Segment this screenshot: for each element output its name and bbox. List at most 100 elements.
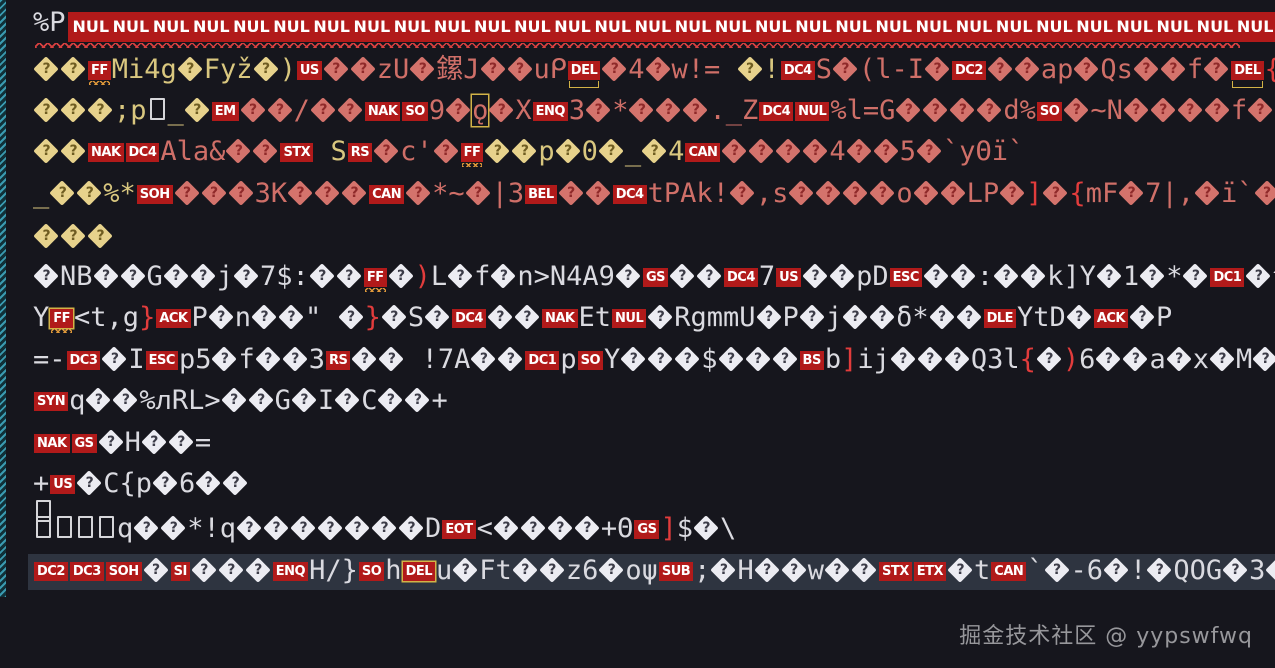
replacement-char-icon: ?: [1253, 179, 1275, 207]
replacement-char-icon: ?: [432, 137, 459, 165]
replacement-char-icon: ?: [33, 262, 59, 290]
replacement-char-icon: ?: [208, 303, 234, 331]
text-run: +: [431, 385, 448, 416]
replacement-char-icon: ?: [337, 96, 363, 124]
text-run: {: [1265, 54, 1275, 85]
text-run: b: [824, 344, 842, 375]
replacement-char-icon: ?: [245, 556, 271, 584]
replacement-char-icon: ?: [252, 55, 279, 83]
replacement-char-icon: ?: [381, 303, 407, 331]
text-run: <: [476, 513, 493, 544]
nul-bytes-bar: NUL NUL NUL NUL NUL NUL NUL NUL NUL NUL …: [67, 12, 1275, 42]
replacement-char-icon: ?: [152, 469, 178, 497]
text-run: D: [425, 513, 442, 544]
replacement-char-icon: ?: [1096, 262, 1122, 290]
text-run: S: [314, 136, 347, 167]
text-run: Ala&: [160, 136, 226, 167]
editor-line: _?? %* SOH??? 3K??? CAN? *~? |3 BEL?? DC4 tPAk!?,…: [33, 177, 1275, 213]
text-run: `: [1027, 555, 1044, 586]
replacement-char-icon: ?: [1066, 303, 1092, 331]
replacement-char-icon: ?: [373, 137, 399, 165]
control-char-badge: GS: [71, 434, 97, 453]
text-run: RgmmU: [674, 302, 756, 333]
replacement-char-icon: ?: [1146, 556, 1173, 584]
replacement-char-icon: ?: [1139, 262, 1165, 290]
replacement-char-icon: ?: [409, 55, 436, 83]
replacement-char-icon: ?: [1133, 55, 1159, 83]
replacement-char-icon: ?: [1014, 55, 1040, 83]
editor-line: q?? *!q??????? D EOT <???? +Θ GS]$? \: [33, 512, 736, 548]
control-char-badge: NAK: [541, 309, 578, 328]
replacement-char-icon: ?: [168, 428, 194, 456]
replacement-char-icon: ?: [917, 345, 943, 373]
replacement-char-icon: ?: [922, 96, 949, 124]
control-char-badge: SOH: [105, 562, 142, 581]
editor-line: ?? FF Mi4g? Fyž?) US?? zU? 鏍J?? uᑭ DEL? 4? w!= ?! D…: [33, 53, 1275, 89]
replacement-char-icon: ?: [976, 96, 1003, 124]
replacement-char-icon: ?: [895, 96, 922, 124]
replacement-char-icon: ?: [282, 345, 308, 373]
replacement-char-icon: ?: [696, 262, 722, 290]
text-run: p: [560, 344, 577, 375]
text-run: _: [624, 136, 642, 167]
text-run: 4: [668, 136, 685, 167]
text-run: H/}: [309, 555, 358, 586]
replacement-char-icon: ?: [842, 303, 868, 331]
replacement-char-icon: ?: [717, 345, 744, 373]
replacement-char-icon: ?: [641, 137, 667, 165]
replacement-char-icon: ?: [928, 303, 955, 331]
replacement-char-icon: ?: [236, 514, 262, 542]
replacement-char-icon: ?: [112, 386, 139, 414]
replacement-char-icon: ?: [92, 262, 119, 290]
replacement-char-icon: ?: [944, 345, 970, 373]
replacement-char-icon: ?: [101, 345, 128, 373]
text-run: Et: [578, 302, 612, 333]
text-run: X: [515, 95, 532, 126]
control-char-badge: ENQ: [532, 102, 568, 121]
replacement-char-icon: ?: [775, 137, 802, 165]
text-run: P: [782, 302, 799, 333]
control-char-badge: GS: [642, 268, 668, 287]
replacement-char-icon: ?: [464, 179, 491, 207]
replacement-char-icon: ?: [60, 55, 86, 83]
replacement-char-icon: ?: [744, 345, 771, 373]
text-run: ,s: [755, 178, 789, 209]
replacement-char-icon: ?: [644, 55, 671, 83]
text-run: *!q: [187, 513, 237, 544]
text-run: $: [701, 344, 718, 375]
text-run: ": [305, 302, 338, 333]
replacement-char-icon: ?: [1073, 55, 1100, 83]
control-char-badge: SO: [1036, 102, 1063, 121]
replacement-char-icon: ?: [916, 137, 942, 165]
replacement-char-icon: ?: [999, 179, 1025, 207]
text-run: I: [128, 344, 145, 375]
text-run: n>N4A9: [517, 261, 615, 292]
editor-line: %P NUL NUL NUL NUL NUL NUL NUL NUL NUL NU…: [33, 6, 1275, 48]
replacement-char-icon: ?: [1118, 179, 1144, 207]
text-run: ): [414, 261, 431, 292]
replacement-char-icon: ?: [869, 179, 896, 207]
replacement-char-icon: ?: [736, 55, 763, 83]
text-run: uᑭ: [533, 54, 567, 85]
replacement-char-icon: ?: [554, 137, 581, 165]
text-run: ;p: [114, 95, 147, 126]
text-run: \: [719, 513, 737, 544]
editor-line: Y FF <t,g} ACK P? n?? " ?}? S? DC4?? NAK Et NUL? Rgm…: [33, 301, 1172, 337]
error-squiggle: [35, 43, 1240, 48]
replacement-char-icon: ?: [1036, 345, 1062, 373]
replacement-char-icon: ?: [87, 96, 113, 124]
control-char-badge: ETX: [913, 562, 947, 581]
text-run: 1: [1122, 261, 1140, 292]
text-run: ._Z: [709, 95, 759, 126]
text-run: -6: [1070, 555, 1104, 586]
text-run: Q3l: [970, 344, 1020, 375]
text-run: q: [69, 385, 86, 416]
replacement-char-icon: ?: [119, 262, 146, 290]
text-run: !: [763, 54, 780, 85]
text-run: ap: [1040, 54, 1074, 85]
text-run: Mi4g: [111, 54, 177, 85]
control-char-badge: EM: [211, 102, 239, 121]
replacement-char-icon: ?: [341, 179, 367, 207]
